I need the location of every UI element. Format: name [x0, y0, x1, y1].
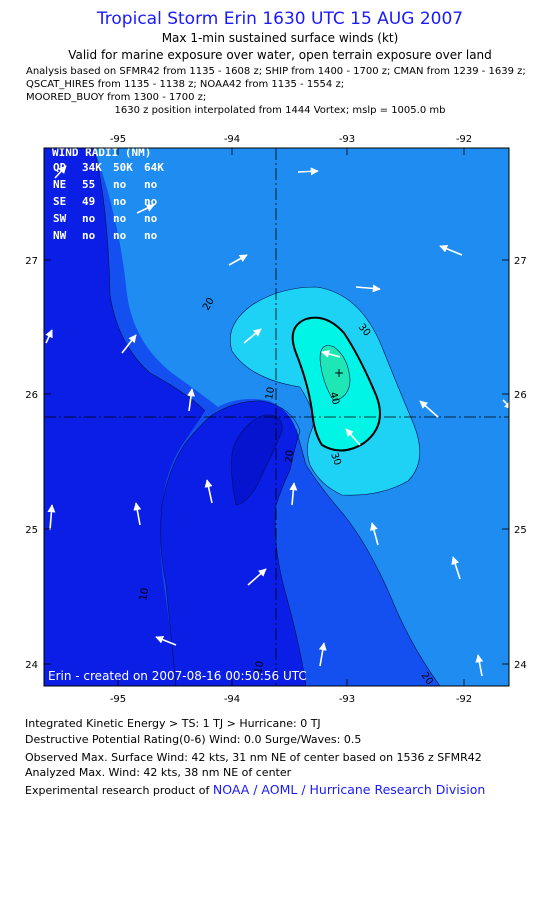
wind-radii-cell: no: [144, 212, 158, 225]
dpr-line: Destructive Potential Rating(0-6) Wind: …: [25, 733, 362, 746]
core-max-wind: [320, 345, 350, 401]
contour-label: 30: [328, 451, 343, 467]
wind-vector-arrow: [155, 635, 177, 646]
wind-vector-arrow: [370, 522, 379, 546]
band-0-10-south: [160, 400, 306, 686]
wind-radii-cell: NW: [53, 229, 67, 242]
lon-tick-label: -95: [110, 134, 126, 145]
wind-vector-arrow: [451, 556, 461, 580]
lon-tick-label: -92: [456, 694, 472, 705]
contour-label: 10: [138, 587, 151, 601]
wind-radii-cell: no: [82, 229, 96, 242]
wind-vector-arrow: [243, 328, 262, 344]
lon-tick-label: -93: [339, 134, 355, 145]
analysis-sources-line-1: Analysis based on SFMR42 from 1135 - 160…: [26, 66, 526, 77]
wind-vector-arrow: [47, 504, 56, 531]
storm-center-marker: +: [334, 366, 344, 380]
lat-tick-label: 24: [514, 660, 527, 671]
wind-radii-cell: no: [82, 212, 96, 225]
lat-tick-label: 26: [25, 390, 38, 401]
lon-tick-label: -93: [339, 694, 355, 705]
plot-frame: [43, 147, 510, 687]
wind-radii-cell: no: [113, 178, 127, 191]
contour-lines: [93, 148, 441, 686]
wind-radii-table: WIND RADII (NM) QD 34K 50K 64K NE 55 no no SE 49 n…: [52, 146, 164, 242]
wind-vector-arrow: [318, 642, 327, 667]
analysis-sources-line-2: QSCAT_HIRES from 1135 - 1138 z; NOAA42 f…: [26, 79, 345, 90]
wind-vector-arrow: [355, 284, 381, 293]
wind-vector-arrow: [133, 502, 142, 526]
wind-vector-arrow: [321, 350, 341, 358]
wind-vector-arrow: [297, 167, 319, 176]
wind-vector-arrow: [502, 399, 509, 410]
analysis-sources-line-3: MOORED_BUOY from 1300 - 1700 z;: [26, 92, 207, 103]
lon-tick-label: -95: [110, 694, 126, 705]
lat-tick-label: 25: [514, 525, 527, 536]
wind-vector-arrow: [419, 400, 439, 418]
wind-radii-cell: SE: [53, 195, 66, 208]
wind-radii-cell: no: [113, 195, 127, 208]
wind-vector-arrow: [345, 428, 361, 446]
wind-vector-arrow: [54, 165, 67, 179]
map-title: Tropical Storm Erin 1630 UTC 15 AUG 2007: [96, 9, 464, 29]
lat-tick-label: 27: [514, 256, 527, 267]
product-credit: Experimental research product of NOAA / …: [25, 782, 485, 797]
wind-radii-cell: no: [144, 229, 158, 242]
axis-ticks: [44, 148, 509, 686]
wind-vector-arrow: [187, 388, 195, 412]
wind-radii-cell: 49: [82, 195, 95, 208]
contour-label: 10: [264, 386, 277, 400]
band-0-10-core: [231, 414, 283, 506]
wind-vector-arrow: [45, 329, 53, 344]
wind-contour-field: [44, 148, 509, 686]
lat-tick-label: 27: [25, 256, 38, 267]
map-subtitle-exposure: Valid for marine exposure over water, op…: [68, 48, 492, 62]
wind-vector-arrow: [439, 245, 463, 256]
wind-radii-header-cell: 34K: [82, 161, 102, 174]
wind-radii-header-cell: QD: [53, 161, 67, 174]
lon-tick-label: -94: [224, 694, 240, 705]
wind-radii-cell: 55: [82, 178, 95, 191]
analyzed-max-wind: Analyzed Max. Wind: 42 kts, 38 nm NE of …: [25, 766, 292, 779]
contour-label: 20: [284, 450, 296, 464]
wind-radii-cell: NE: [53, 178, 66, 191]
observed-max-wind: Observed Max. Surface Wind: 42 kts, 31 n…: [25, 751, 482, 764]
wind-vector-arrow: [289, 482, 298, 506]
wind-radii-cell: no: [144, 178, 158, 191]
lat-tick-label: 24: [25, 660, 38, 671]
wind-radii-title: WIND RADII (NM): [52, 146, 151, 159]
wind-radii-cell: no: [113, 212, 127, 225]
product-credit-prefix: Experimental research product of: [25, 784, 210, 797]
wind-vector-arrow: [121, 334, 137, 354]
wind-vectors: [45, 165, 509, 677]
wind-vector-arrow: [247, 568, 267, 586]
map-credit: Erin - created on 2007-08-16 00:50:56 UT…: [48, 669, 307, 683]
ike-line: Integrated Kinetic Energy > TS: 1 TJ > H…: [25, 717, 321, 730]
wind-radii-cell: SW: [53, 212, 67, 225]
hrd-link[interactable]: NOAA / AOML / Hurricane Research Divisio…: [212, 782, 486, 797]
wind-radii-header-cell: 50K: [113, 161, 133, 174]
contour-label: 10: [253, 660, 266, 674]
wind-radii-cell: no: [113, 229, 127, 242]
wind-radii-header-cell: 64K: [144, 161, 164, 174]
lat-tick-label: 26: [514, 390, 527, 401]
map-subtitle-winds: Max 1-min sustained surface winds (kt): [161, 31, 399, 45]
band-20-30: [94, 148, 509, 686]
contour-34kt: [291, 316, 381, 452]
wind-vector-arrow: [228, 254, 248, 266]
wind-radii-cell: no: [144, 195, 158, 208]
wind-field-map: 10 10 20 20 20 30 30 40 10 + WIND RADII …: [25, 134, 526, 705]
wind-vector-arrow: [475, 654, 484, 677]
axis-tick-labels: -95 -95 -94 -94 -93 -93 -92 -92 24 24 25 25 26 26 27 27: [25, 134, 526, 705]
lat-tick-label: 25: [25, 525, 38, 536]
contour-label: 40: [327, 391, 341, 406]
wind-vector-arrow: [136, 204, 155, 214]
lon-tick-label: -92: [456, 134, 472, 145]
storm-position-line: 1630 z position interpolated from 1444 V…: [114, 105, 446, 116]
wind-vector-arrow: [204, 479, 213, 504]
lon-tick-label: -94: [224, 134, 240, 145]
